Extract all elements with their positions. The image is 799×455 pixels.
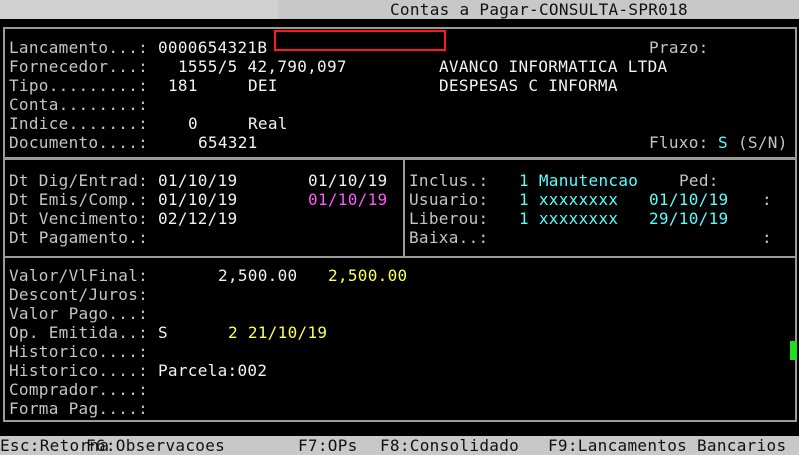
ped-label: Ped: bbox=[679, 171, 719, 190]
forma-pag-label: Forma Pag....: bbox=[9, 399, 149, 418]
dig-value2: 01/10/19 bbox=[308, 171, 388, 190]
tipo-label: Tipo.........: bbox=[9, 76, 149, 95]
valor-label: Valor/VlFinal: bbox=[9, 266, 149, 285]
documento-value: 654321 bbox=[198, 133, 258, 152]
liberou-date: 29/10/19 bbox=[649, 209, 729, 228]
fornecedor-label: Fornecedor...: bbox=[9, 57, 149, 76]
documento-label: Documento....: bbox=[9, 133, 149, 152]
inclus-label: Inclus.: bbox=[409, 171, 489, 190]
tipo-desc: DESPESAS C INFORMA bbox=[439, 76, 618, 95]
usuario-label: Usuario: bbox=[409, 190, 489, 209]
fornecedor-name: AVANCO INFORMATICA LTDA bbox=[439, 57, 668, 76]
valor-final: 2,500.00 bbox=[328, 266, 408, 285]
tipo-abbr: DEI bbox=[248, 76, 278, 95]
venc-label: Dt Vencimento: bbox=[9, 209, 149, 228]
fluxo-value: S bbox=[718, 133, 728, 152]
historico2-label: Historico....: bbox=[9, 361, 149, 380]
comprador-label: Comprador....: bbox=[9, 380, 149, 399]
fluxo-label: Fluxo: bbox=[649, 133, 709, 152]
lancamento-input-highlight[interactable] bbox=[274, 30, 446, 51]
op-detail: 2 21/10/19 bbox=[228, 323, 328, 342]
dig-label: Dt Dig/Entrad: bbox=[9, 171, 149, 190]
usuario-colon: : bbox=[762, 190, 772, 209]
emis-label: Dt Emis/Comp.: bbox=[9, 190, 149, 209]
valor-value: 2,500.00 bbox=[218, 266, 298, 285]
historico1-label: Historico....: bbox=[9, 342, 149, 361]
dig-value: 01/10/19 bbox=[158, 171, 238, 190]
f9-lancamentos-key[interactable]: F9:Lancamentos Bancarios bbox=[548, 436, 787, 455]
emis-value2: 01/10/19 bbox=[308, 190, 388, 209]
terminal-cursor bbox=[790, 341, 797, 360]
function-key-bar: Esc:Retorna F6:Observacoes F7:OPs F8:Con… bbox=[0, 436, 799, 455]
f8-consolidado-key[interactable]: F8:Consolidado bbox=[380, 436, 520, 455]
lancamento-value: 0000654321B bbox=[158, 38, 268, 57]
esc-retorna-key[interactable]: Esc:Retorna bbox=[0, 436, 110, 455]
emis-value: 01/10/19 bbox=[158, 190, 238, 209]
lancamento-label: Lancamento...: bbox=[9, 38, 149, 57]
baixa-label: Baixa..: bbox=[409, 228, 489, 247]
liberou-label: Liberou: bbox=[409, 209, 489, 228]
historico2-value: Parcela:002 bbox=[158, 361, 268, 380]
conta-label: Conta........: bbox=[9, 95, 149, 114]
pag-label: Dt Pagamento.: bbox=[9, 228, 149, 247]
window-title: Contas a Pagar-CONSULTA-SPR018 bbox=[390, 0, 688, 19]
indice-name: Real bbox=[248, 114, 288, 133]
fluxo-options: (S/N) bbox=[738, 133, 788, 152]
f7-ops-key[interactable]: F7:OPs bbox=[298, 436, 358, 455]
usuario-value: 1 xxxxxxxx bbox=[519, 190, 619, 209]
venc-value: 02/12/19 bbox=[158, 209, 238, 228]
values-panel bbox=[3, 256, 797, 422]
op-label: Op. Emitida..: bbox=[9, 323, 149, 342]
fornecedor-value: 1555/5 42,790,097 bbox=[178, 57, 347, 76]
op-value: S bbox=[158, 323, 168, 342]
descont-label: Descont/Juros: bbox=[9, 285, 149, 304]
title-bar: Contas a Pagar-CONSULTA-SPR018 bbox=[0, 0, 799, 19]
prazo-label: Prazo: bbox=[649, 38, 709, 57]
title-bar-left bbox=[0, 0, 278, 19]
baixa-colon: : bbox=[762, 228, 772, 247]
panel-divider bbox=[403, 160, 405, 256]
f6-observacoes-key[interactable]: F6:Observacoes bbox=[86, 436, 226, 455]
liberou-value: 1 xxxxxxxx bbox=[519, 209, 619, 228]
pago-label: Valor Pago...: bbox=[9, 304, 149, 323]
tipo-code: 181 bbox=[168, 76, 198, 95]
indice-value: 0 bbox=[188, 114, 198, 133]
usuario-date: 01/10/19 bbox=[649, 190, 729, 209]
inclus-value: 1 Manutencao bbox=[519, 171, 639, 190]
indice-label: Indice.......: bbox=[9, 114, 149, 133]
